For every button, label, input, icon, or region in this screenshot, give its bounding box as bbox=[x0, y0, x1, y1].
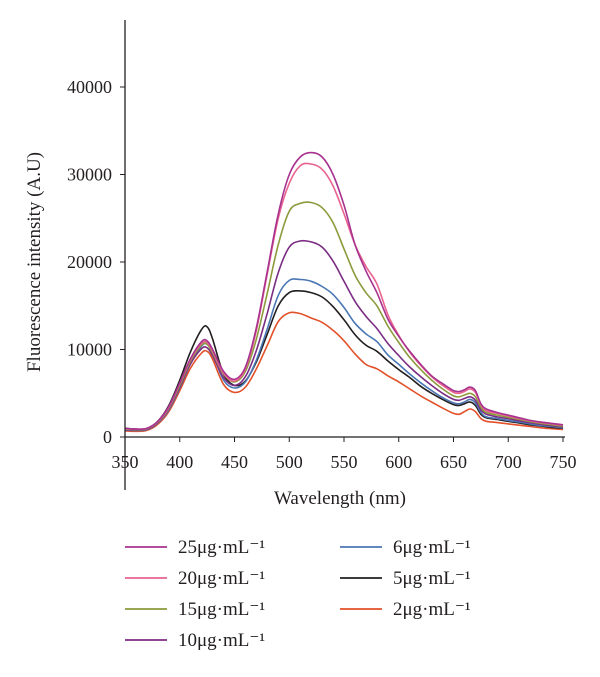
x-tick-label: 650 bbox=[440, 452, 467, 472]
y-tick-label: 20000 bbox=[67, 252, 112, 272]
series-line-6 bbox=[124, 311, 564, 433]
x-tick-label: 550 bbox=[331, 452, 358, 472]
x-tick-label: 450 bbox=[221, 452, 248, 472]
legend-label: 20μg·mL⁻¹ bbox=[178, 568, 265, 589]
y-tick-label: 40000 bbox=[67, 77, 112, 97]
y-axis-label: Fluorescence intensity (A.U) bbox=[24, 152, 45, 372]
series-line-2 bbox=[124, 201, 564, 431]
y-tick-label: 10000 bbox=[67, 340, 112, 360]
legend-label: 15μg·mL⁻¹ bbox=[178, 599, 265, 620]
y-tick-label: 0 bbox=[103, 427, 112, 447]
x-tick-label: 600 bbox=[385, 452, 412, 472]
x-ticks: 350 400 450 500 550 600 650 700 750 bbox=[112, 437, 577, 472]
plot-lines bbox=[124, 151, 564, 433]
legend-label: 10μg·mL⁻¹ bbox=[178, 630, 265, 651]
y-ticks: 0 10000 20000 30000 40000 bbox=[67, 77, 125, 447]
legend-label: 6μg·mL⁻¹ bbox=[393, 537, 471, 558]
legend-label: 25μg·mL⁻¹ bbox=[178, 537, 265, 558]
legend-label: 2μg·mL⁻¹ bbox=[393, 599, 471, 620]
x-axis-label: Wavelength (nm) bbox=[274, 488, 406, 509]
x-tick-label: 750 bbox=[550, 452, 577, 472]
y-tick-label: 30000 bbox=[67, 165, 112, 185]
series-line-5 bbox=[124, 289, 564, 431]
x-tick-label: 350 bbox=[112, 452, 139, 472]
x-tick-label: 700 bbox=[495, 452, 522, 472]
legend: 25μg·mL⁻¹ 20μg·mL⁻¹ 15μg·mL⁻¹ 10μg·mL⁻¹ 6μg·… bbox=[125, 537, 471, 651]
series-line-0 bbox=[124, 151, 564, 430]
x-tick-label: 400 bbox=[166, 452, 193, 472]
x-tick-label: 500 bbox=[276, 452, 303, 472]
series-line-3 bbox=[124, 239, 564, 431]
series-line-4 bbox=[124, 278, 564, 432]
legend-label: 5μg·mL⁻¹ bbox=[393, 568, 471, 589]
